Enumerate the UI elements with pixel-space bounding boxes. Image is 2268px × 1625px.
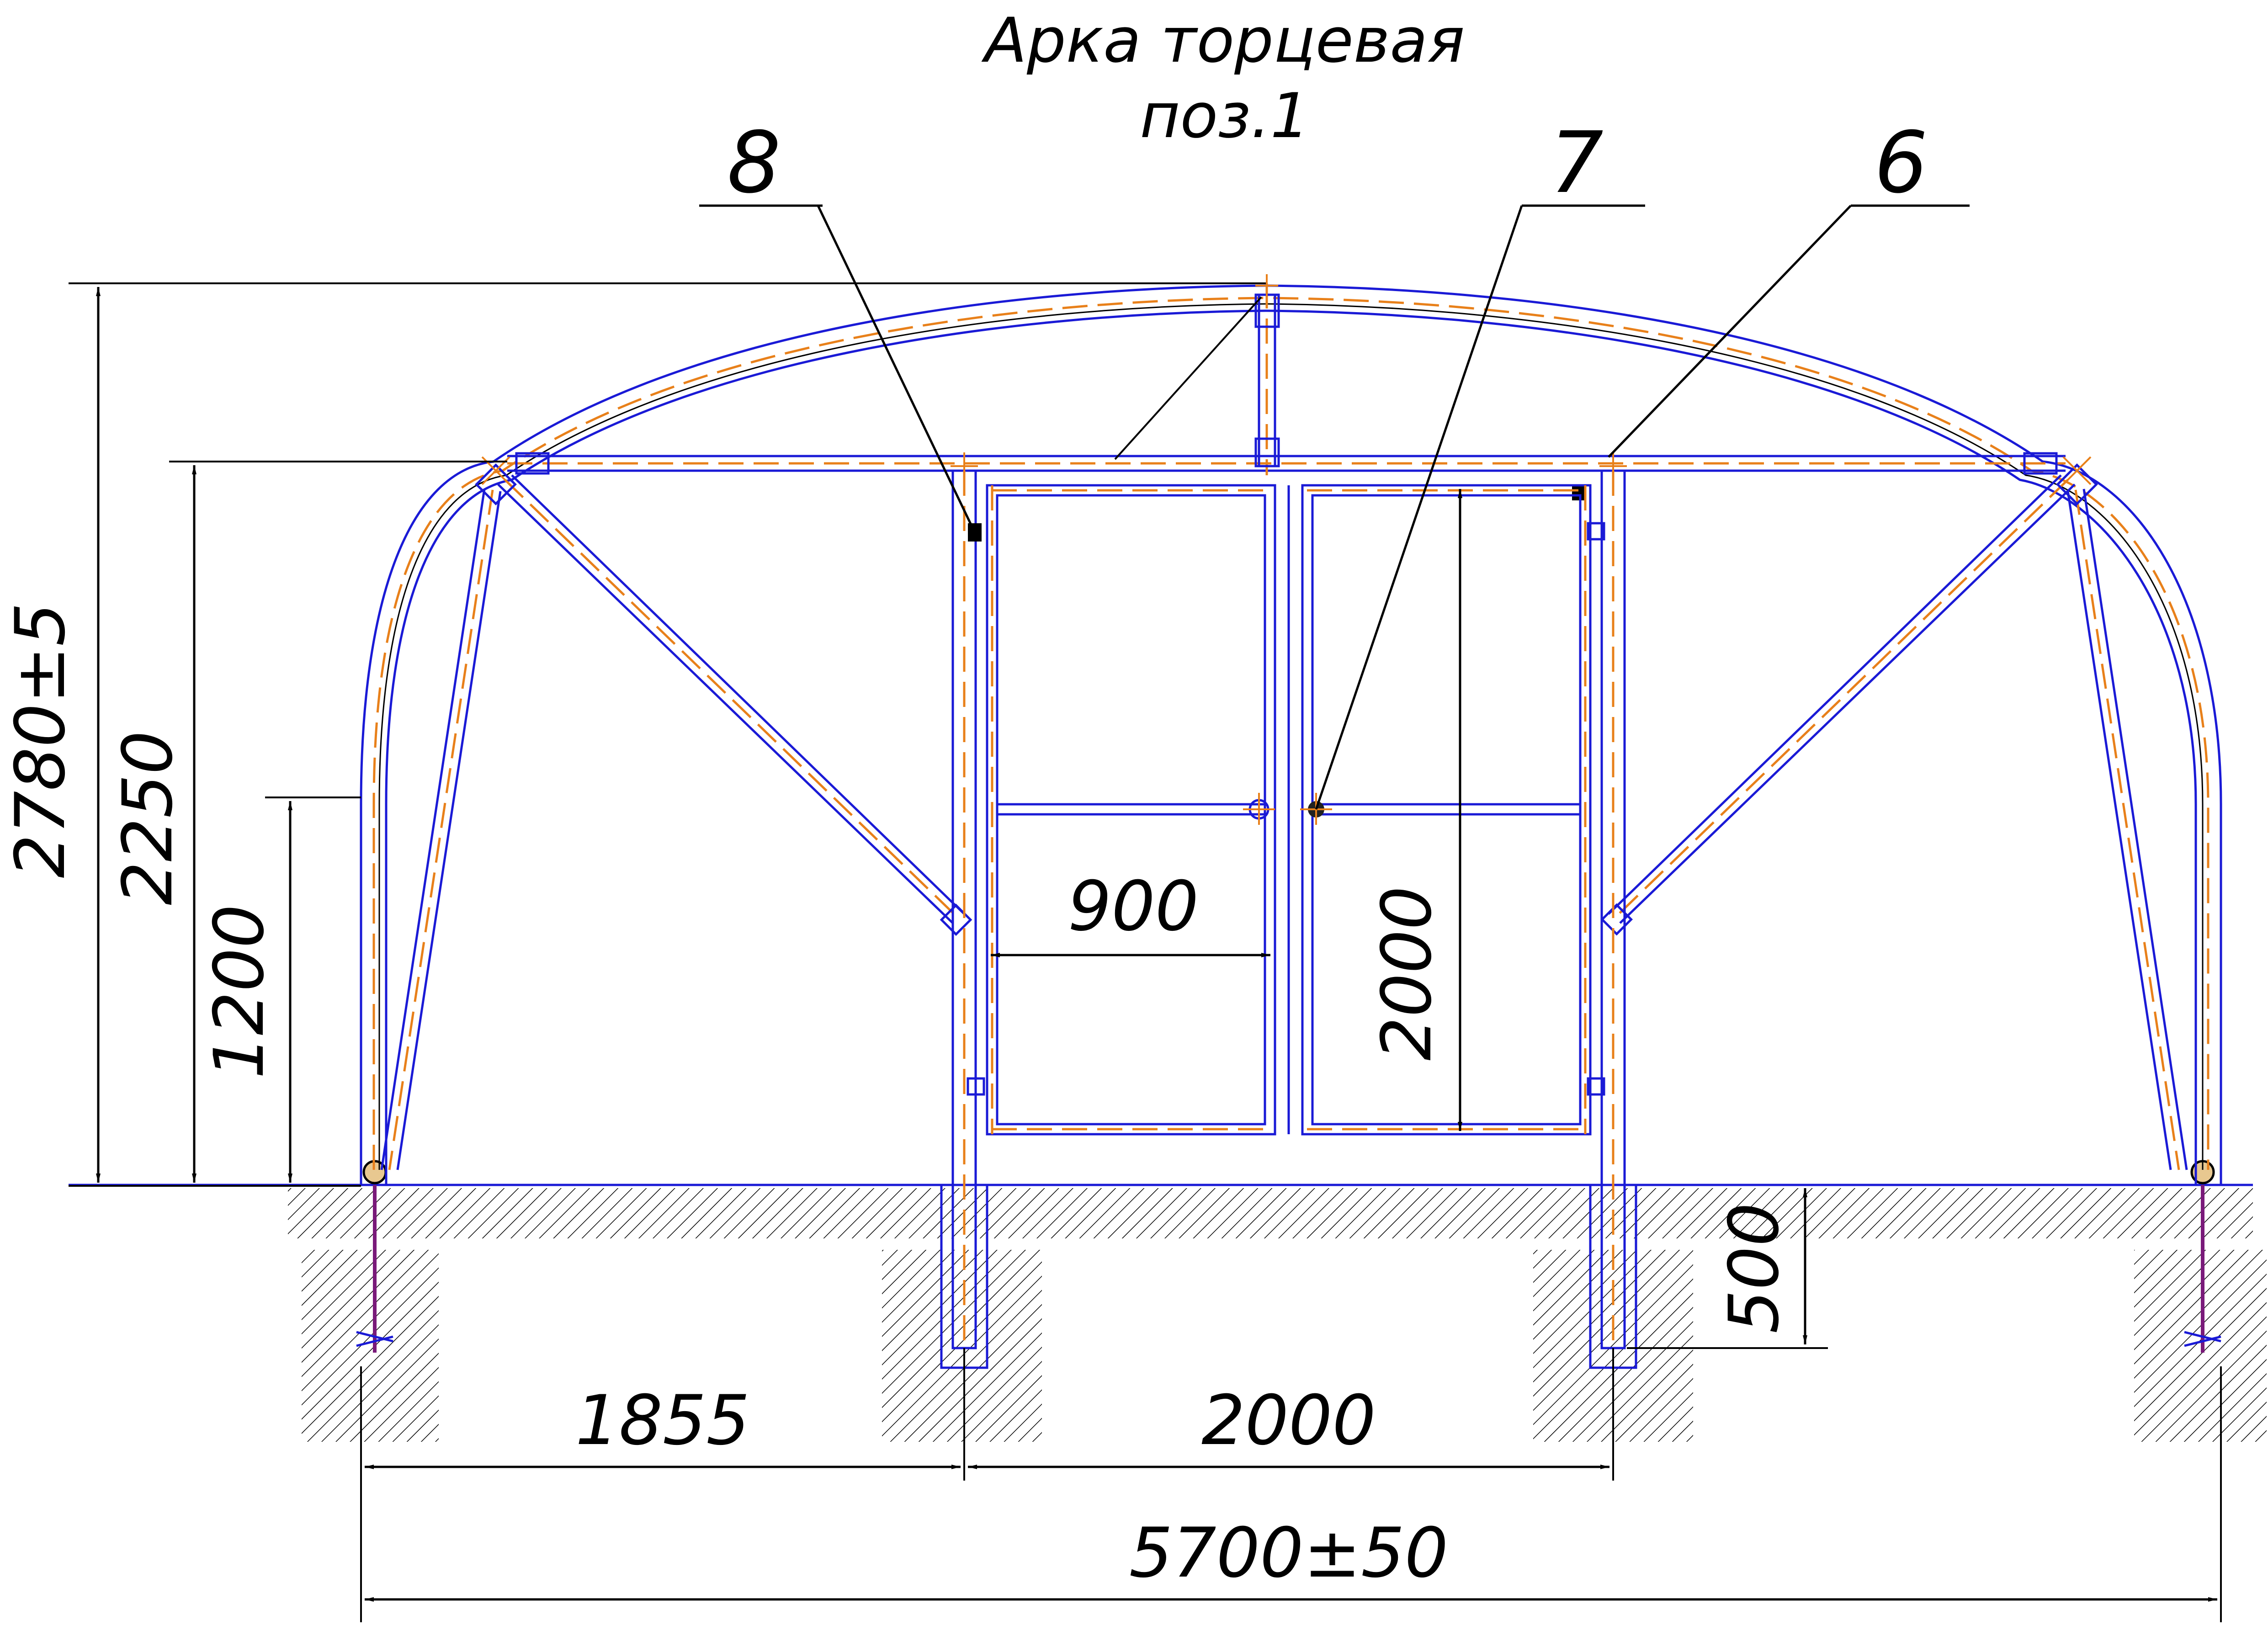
right-post-stop [1587,522,1605,541]
right-strut-a [2082,489,2188,1170]
dim-post-depth-text: 500 [1715,1203,1794,1333]
dim-crossbar-height-text: 2250 [108,731,188,905]
mark-top [1255,274,1278,297]
leader-7-label: 7 [1550,113,1604,212]
left-brace-end [940,903,972,936]
dimensions-group: 2780±5 2250 1200 900 2000 500 1855 2000 … [1,282,2222,1622]
mark-right-post [1599,452,1627,480]
right-strut-centerline [2074,489,2180,1170]
dim-total-height-text: 2780±5 [1,603,80,878]
arch-group [360,284,2222,1185]
dim-wall-height-text: 1200 [200,904,279,1079]
dim-side-span-text: 1855 [575,1381,750,1460]
right-brace-b [1608,474,2062,915]
left-corner-node [475,463,517,505]
right-corner-node [2056,463,2098,505]
left-door-leaf-inner [996,494,1266,1126]
title-group: Арка торцевая поз.1 [981,5,1465,152]
dim-door-width-text: 900 [1068,867,1199,946]
title-line-2: поз.1 [1140,80,1309,152]
ground-hatch-top [288,1188,2253,1238]
mark-left-corner [481,456,510,485]
left-brace-b [511,474,965,915]
left-strut-a [380,489,486,1170]
right-post-block [1572,484,1586,500]
braces-group [380,463,2188,1170]
leader-7-line [1315,205,1523,810]
left-brace-centerline [504,479,960,919]
crossbar-group [507,283,2066,475]
right-anchor-blade [2184,1331,2221,1347]
dim-total-width-text: 5700±50 [1129,1513,1448,1593]
leader-6-line [1608,205,1852,458]
ground-group [69,1160,2267,1442]
mark-right-corner [2062,456,2092,485]
leader-8-label: 8 [727,113,781,212]
crossbar-left-clamp [515,452,550,475]
leader-crossbar [1114,296,1262,460]
center-tie-bottom-clamp [1254,437,1280,467]
right-post-hinge [1587,1077,1605,1096]
door-group [986,484,1592,1136]
right-brace-end [1600,903,1633,936]
left-door-leaf-outer [986,484,1276,1136]
title-line-1: Арка торцевая [981,5,1465,76]
dim-door-height-text: 2000 [1367,886,1447,1061]
mark-left-post [951,452,978,480]
leaders-group: 8 7 6 [699,113,1970,810]
ground-hatch-left-pit [302,1250,439,1442]
right-strut-b [2066,491,2172,1170]
leader-8-line [817,205,976,533]
right-brace-centerline [1613,479,2069,919]
left-strut-b [396,491,502,1170]
arch-inner [385,309,2197,1185]
crossbar-right-clamp [2023,452,2058,475]
left-post-hinge [967,1077,985,1096]
left-strut-centerline [388,489,494,1170]
leader-6-label: 6 [1874,113,1928,212]
mark-latch-left [1243,793,1275,825]
ground-hatch-right-pit [2134,1250,2267,1442]
dim-door-span-text: 2000 [1201,1381,1376,1460]
ground-hatch-left-post [882,1250,1042,1442]
left-anchor-blade [356,1331,393,1347]
arch-black-line [378,303,2204,1170]
left-brace-a [497,483,954,924]
arch-centerline [372,297,2210,1170]
right-brace-a [1619,483,2076,924]
